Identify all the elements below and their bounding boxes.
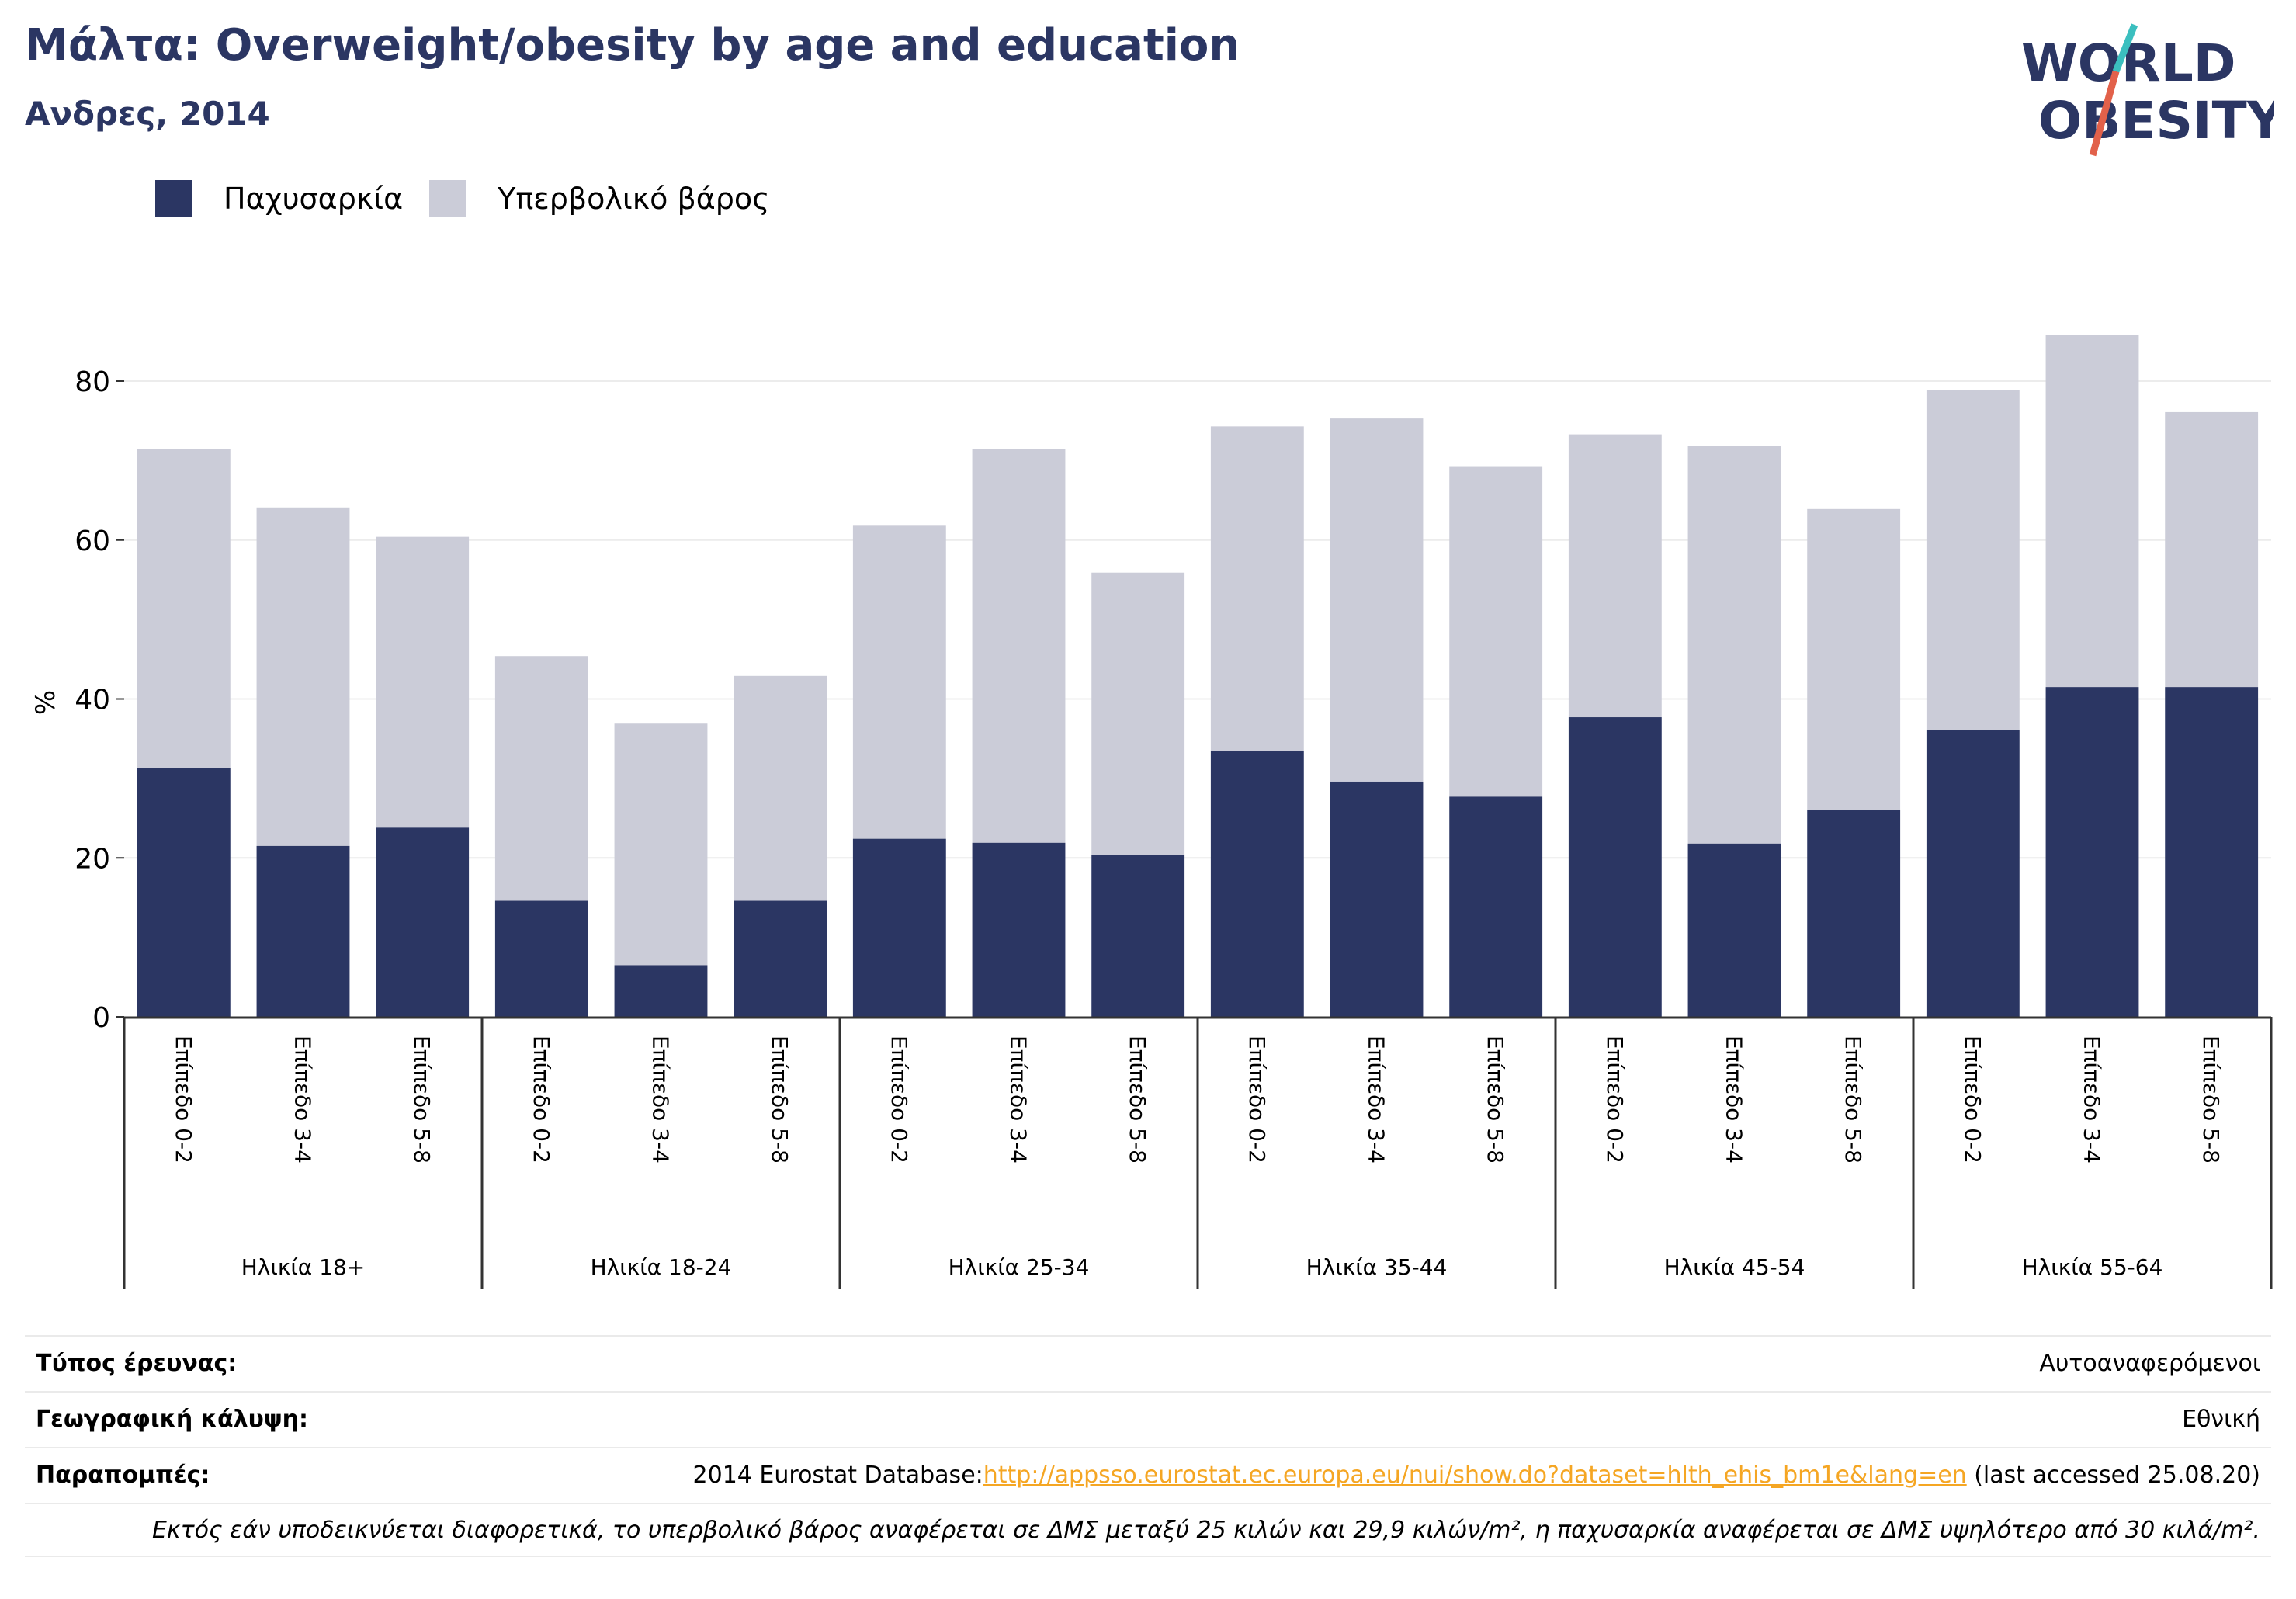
- logo-line2: OBESITY: [2038, 91, 2274, 151]
- legend-item-overweight: Υπερβολικό βάρος: [429, 180, 769, 217]
- bar-overweight: [1210, 426, 1304, 751]
- legend-swatch-obesity: [155, 180, 192, 217]
- bar-overweight: [734, 675, 827, 901]
- x-tick-label: Επίπεδο 5-8: [409, 1035, 435, 1164]
- bar-overweight: [972, 449, 1066, 843]
- x-tick-label: Επίπεδο 5-8: [1483, 1035, 1508, 1164]
- bar-obesity: [1687, 843, 1781, 1017]
- group-label: Ηλικία 18+: [241, 1254, 366, 1280]
- legend-label-obesity: Παχυσαρκία: [224, 182, 404, 216]
- bar-overweight: [1449, 466, 1543, 797]
- bar-overweight: [137, 449, 231, 768]
- group-label: Ηλικία 18-24: [591, 1254, 732, 1280]
- info-row-coverage: Γεωγραφική κάλυψη: Εθνική: [25, 1391, 2271, 1445]
- x-tick-label: Επίπεδο 5-8: [767, 1035, 793, 1164]
- bar-overweight: [376, 536, 470, 828]
- references-suffix: (last accessed 25.08.20): [1966, 1461, 2260, 1489]
- note-text: Εκτός εάν υποδεικνύεται διαφορετικά, το …: [151, 1516, 2260, 1544]
- legend: Παχυσαρκία Υπερβολικό βάρος: [155, 179, 796, 219]
- references-prefix: 2014 Eurostat Database:: [692, 1461, 983, 1489]
- legend-item-obesity: Παχυσαρκία: [155, 180, 403, 217]
- bar-obesity: [1807, 810, 1901, 1017]
- bar-overweight: [2165, 411, 2259, 688]
- legend-swatch-overweight: [429, 180, 467, 217]
- bar-overweight: [1091, 572, 1185, 855]
- world-obesity-logo: WORLD OBESITY: [2021, 23, 2274, 157]
- bar-obesity: [2045, 687, 2139, 1017]
- bar-obesity: [1449, 796, 1543, 1017]
- bar-obesity: [137, 768, 231, 1017]
- y-tick-label: 40: [75, 685, 110, 716]
- coverage-value: Εθνική: [2182, 1405, 2260, 1433]
- x-tick-label: Επίπεδο 0-2: [1960, 1035, 1986, 1164]
- bar-overweight: [2045, 335, 2139, 688]
- x-tick-label: Επίπεδο 5-8: [1125, 1035, 1150, 1164]
- bar-obesity: [972, 842, 1066, 1017]
- y-tick-label: 20: [75, 843, 110, 875]
- x-tick-label: Επίπεδο 3-4: [290, 1035, 316, 1164]
- chart-title: Μάλτα: Overweight/obesity by age and edu…: [25, 20, 1240, 71]
- x-tick-label: Επίπεδο 5-8: [1840, 1035, 1866, 1164]
- x-tick-label: Επίπεδο 0-2: [1244, 1035, 1270, 1164]
- x-tick-label: Επίπεδο 3-4: [2079, 1035, 2105, 1164]
- survey-type-value: Αυτοαναφερόμενοι: [2039, 1349, 2260, 1377]
- legend-label-overweight: Υπερβολικό βάρος: [498, 182, 770, 216]
- bar-overweight: [256, 507, 350, 846]
- survey-type-label: Τύπος έρευνας:: [36, 1349, 238, 1377]
- bar-overweight: [1330, 418, 1424, 782]
- bar-obesity: [376, 827, 470, 1017]
- bar-obesity: [1926, 730, 2020, 1017]
- bar-overweight: [494, 656, 588, 901]
- bar-obesity: [494, 900, 588, 1017]
- bar-chart: 0 20 40 60 80% Επίπεδο 0-2 Επίπεδο 3-4 Επίπεδο …: [30, 335, 2273, 1289]
- y-tick-label: 0: [92, 1002, 110, 1034]
- x-tick-label: Επίπεδο 3-4: [1364, 1035, 1389, 1164]
- info-row-survey-type: Τύπος έρευνας: Αυτοαναφερόμενοι: [25, 1335, 2271, 1389]
- group-label: Ηλικία 45-54: [1664, 1254, 1805, 1280]
- bar-overweight: [1807, 508, 1901, 810]
- x-tick-label: Επίπεδο 0-2: [171, 1035, 196, 1164]
- references-label: Παραπομπές:: [36, 1461, 210, 1489]
- bar-overweight: [1687, 446, 1781, 844]
- info-row-references: Παραπομπές: 2014 Eurostat Database:http:…: [25, 1447, 2271, 1501]
- info-row-note: Εκτός εάν υποδεικνύεται διαφορετικά, το …: [25, 1503, 2271, 1557]
- bar-overweight: [1568, 434, 1662, 718]
- logo-slash-red: [2089, 70, 2120, 157]
- y-tick-label: 60: [75, 525, 110, 557]
- x-tick-label: Επίπεδο 3-4: [1722, 1035, 1747, 1164]
- references-value: 2014 Eurostat Database:http://appsso.eur…: [693, 1462, 2260, 1489]
- y-axis-label: %: [30, 690, 61, 715]
- bar-obesity: [1568, 717, 1662, 1017]
- group-label: Ηλικία 35-44: [1306, 1254, 1448, 1280]
- logo-slash-teal: [2112, 23, 2138, 73]
- bar-overweight: [1926, 390, 2020, 730]
- x-tick-label: Επίπεδο 5-8: [2198, 1035, 2224, 1164]
- x-tick-label: Επίπεδο 3-4: [1006, 1035, 1032, 1164]
- x-tick-label: Επίπεδο 0-2: [529, 1035, 554, 1164]
- y-tick-label: 80: [75, 366, 110, 398]
- bar-obesity: [1091, 855, 1185, 1017]
- coverage-label: Γεωγραφική κάλυψη:: [36, 1405, 309, 1433]
- bar-obesity: [734, 900, 827, 1017]
- bar-obesity: [852, 838, 946, 1017]
- chart-subtitle: Ανδρες, 2014: [25, 95, 270, 133]
- x-tick-label: Επίπεδο 0-2: [1602, 1035, 1628, 1164]
- references-link[interactable]: http://appsso.eurostat.ec.europa.eu/nui/…: [983, 1461, 1967, 1489]
- bar-obesity: [1210, 751, 1304, 1017]
- bar-overweight: [852, 525, 946, 839]
- x-tick-label: Επίπεδο 0-2: [886, 1035, 912, 1164]
- bar-obesity: [614, 965, 708, 1017]
- group-label: Ηλικία 55-64: [2022, 1254, 2163, 1280]
- bar-obesity: [2165, 687, 2259, 1017]
- bar-obesity: [1330, 781, 1424, 1017]
- x-tick-label: Επίπεδο 3-4: [648, 1035, 674, 1164]
- group-label: Ηλικία 25-34: [949, 1254, 1090, 1280]
- bar-overweight: [614, 723, 708, 966]
- bar-obesity: [256, 845, 350, 1017]
